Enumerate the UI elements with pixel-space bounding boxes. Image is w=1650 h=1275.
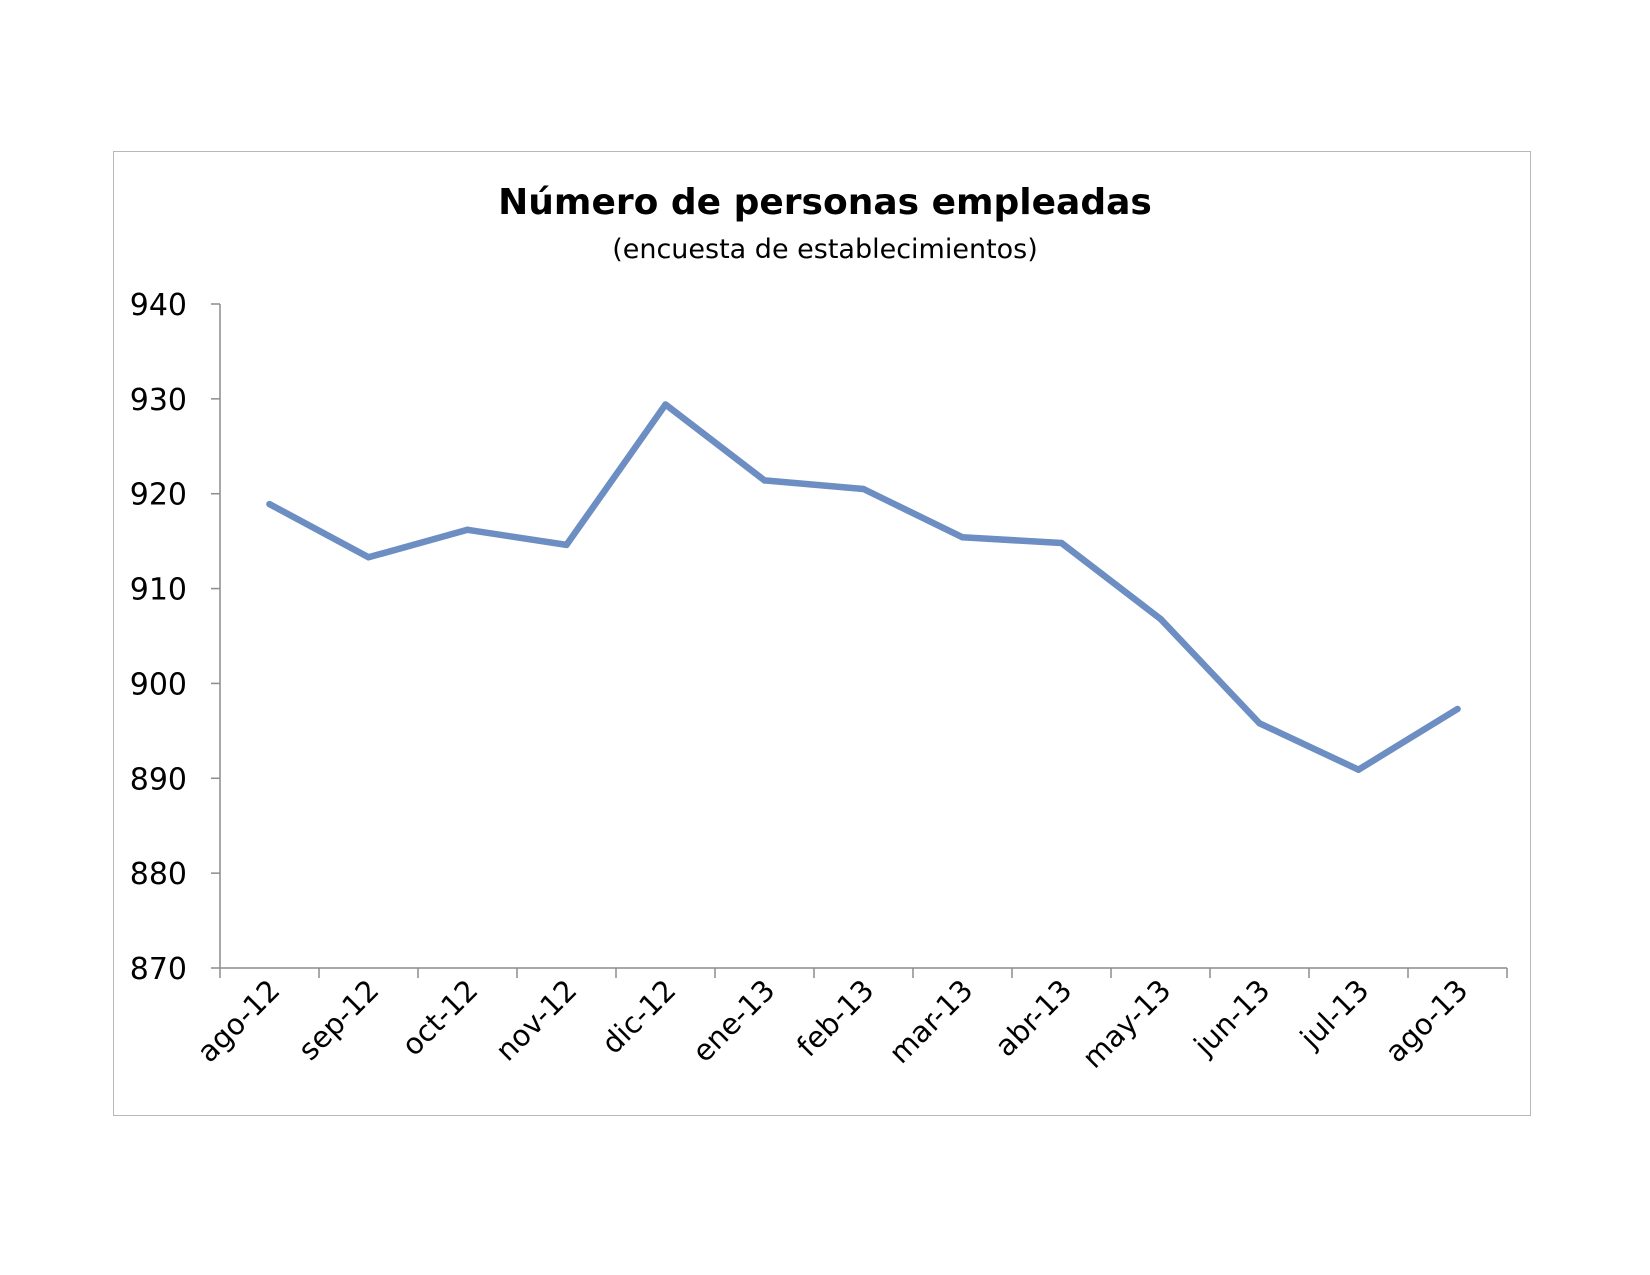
- data-point: [1454, 705, 1461, 713]
- x-axis: ago-12 sep-12 oct-12 nov-12 dic-12 ene-13 feb-…: [190, 967, 1508, 1075]
- x-tick-label: mar-13: [882, 973, 979, 1070]
- data-point: [563, 541, 570, 549]
- data-point: [1256, 720, 1263, 727]
- x-tick-label: may-13: [1076, 973, 1178, 1075]
- chart-title: Número de personas empleadas: [498, 182, 1152, 223]
- data-point: [1157, 615, 1164, 623]
- x-tick-label: jun-13: [1187, 973, 1277, 1063]
- y-tick-label: 940: [130, 288, 187, 323]
- x-tick-label: oct-12: [395, 973, 484, 1062]
- x-tick-label: ago-12: [190, 973, 286, 1069]
- x-tick-label: nov-12: [489, 973, 584, 1068]
- y-axis: 870 880 890 900 910 920 930 940: [130, 288, 221, 987]
- x-tick-label: ene-13: [686, 973, 782, 1069]
- y-tick-label: 880: [130, 857, 187, 892]
- y-tick-label: 930: [130, 383, 187, 418]
- series-layer: [266, 401, 1461, 773]
- x-tick-label: dic-12: [595, 973, 683, 1061]
- series-line: [266, 401, 1461, 773]
- y-tick-label: 910: [130, 573, 187, 608]
- chart-frame: [113, 151, 1531, 1116]
- y-tick-label: 870: [130, 952, 187, 987]
- x-tick-label: ago-13: [1378, 973, 1474, 1069]
- x-tick-label: abr-13: [988, 973, 1078, 1063]
- data-point: [365, 554, 372, 561]
- data-point: [959, 534, 966, 541]
- x-tick-label: feb-13: [790, 973, 880, 1063]
- data-point: [662, 401, 669, 408]
- data-point: [464, 526, 471, 533]
- chart-subtitle: (encuesta de establecimientos): [612, 234, 1038, 265]
- x-tick-label: sep-12: [292, 973, 386, 1067]
- data-point: [761, 477, 768, 484]
- x-tick-label: jul-13: [1293, 973, 1376, 1056]
- data-point: [860, 485, 867, 493]
- data-point: [1355, 766, 1362, 773]
- y-tick-label: 890: [130, 762, 187, 797]
- y-tick-label: 900: [130, 667, 187, 702]
- y-tick-label: 920: [130, 478, 187, 513]
- data-point: [266, 500, 273, 508]
- data-point: [1058, 539, 1065, 547]
